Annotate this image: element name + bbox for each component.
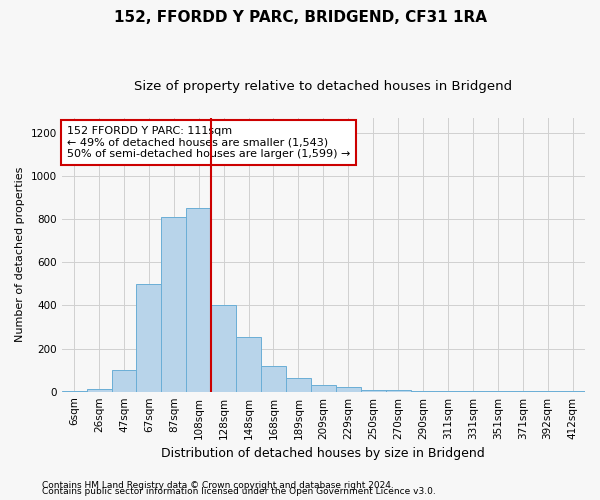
Bar [336, 388, 361, 392]
Text: 152 FFORDD Y PARC: 111sqm
← 49% of detached houses are smaller (1,543)
50% of se: 152 FFORDD Y PARC: 111sqm ← 49% of detac… [67, 126, 350, 159]
Bar [136, 284, 161, 392]
Bar [86, 388, 112, 392]
Bar [386, 390, 410, 392]
Bar [186, 208, 211, 392]
Text: Contains HM Land Registry data © Crown copyright and database right 2024.: Contains HM Land Registry data © Crown c… [42, 481, 394, 490]
Bar [62, 390, 86, 392]
X-axis label: Distribution of detached houses by size in Bridgend: Distribution of detached houses by size … [161, 447, 485, 460]
Bar [211, 306, 236, 392]
Bar [436, 390, 460, 392]
Bar [161, 216, 186, 392]
Bar [286, 378, 311, 392]
Bar [261, 366, 286, 392]
Bar [311, 385, 336, 392]
Text: 152, FFORDD Y PARC, BRIDGEND, CF31 1RA: 152, FFORDD Y PARC, BRIDGEND, CF31 1RA [113, 10, 487, 25]
Y-axis label: Number of detached properties: Number of detached properties [15, 167, 25, 342]
Text: Contains public sector information licensed under the Open Government Licence v3: Contains public sector information licen… [42, 487, 436, 496]
Bar [236, 336, 261, 392]
Bar [361, 390, 386, 392]
Title: Size of property relative to detached houses in Bridgend: Size of property relative to detached ho… [134, 80, 512, 93]
Bar [410, 390, 436, 392]
Bar [112, 370, 136, 392]
Bar [460, 391, 485, 392]
